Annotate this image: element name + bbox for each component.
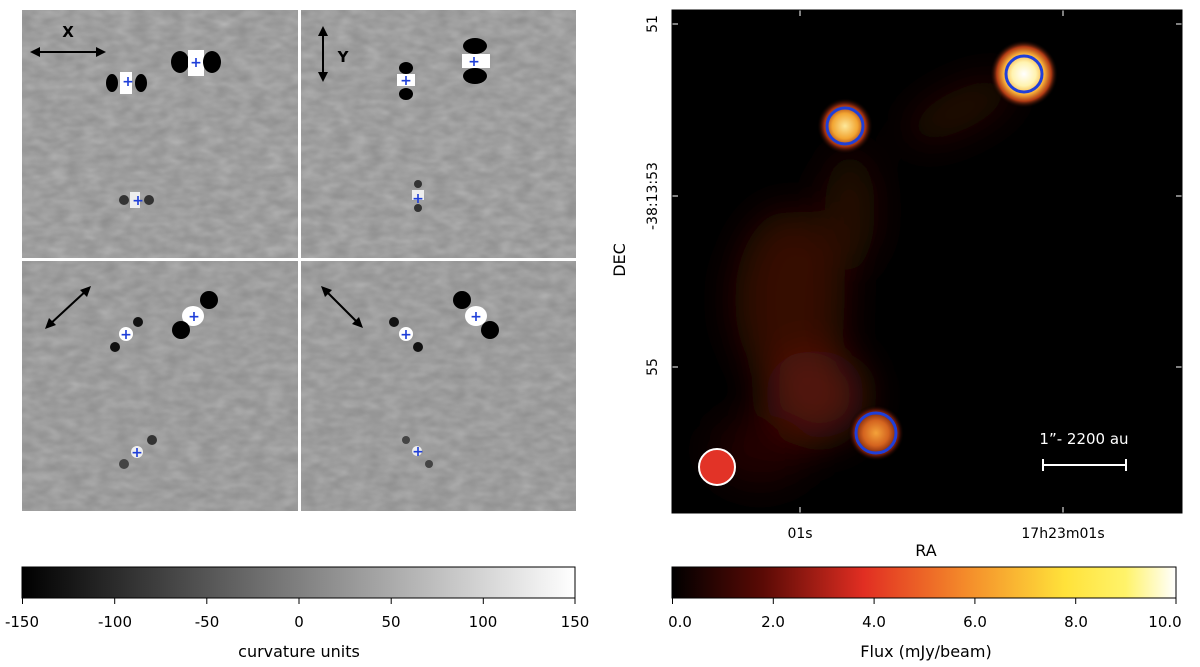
y-tick-label: 55 [645, 358, 661, 376]
map-axis-ticks [672, 10, 1182, 513]
colorbar-tick-label: 4.0 [862, 613, 886, 631]
curvature-source-a [397, 62, 415, 100]
curvature-source-b [172, 291, 218, 339]
colorbar-tick-label: 8.0 [1064, 613, 1088, 631]
x-axis-label: RA [915, 541, 936, 560]
curvature-source-a [389, 317, 423, 352]
source-marker: + [400, 327, 412, 343]
curvature-source-a [110, 317, 143, 352]
source-circle [854, 411, 898, 455]
direction-arrow-y [318, 26, 328, 82]
curvature-source-c [119, 192, 154, 208]
curvature-source-b [453, 291, 499, 339]
flux-map: 1”- 2200 au [671, 9, 1183, 514]
y-axis-label: DEC [610, 243, 629, 277]
beam-ellipse [698, 448, 736, 486]
x-tick-label: 01s [787, 526, 812, 542]
curvature-source-a [106, 72, 147, 94]
source-marker: + [468, 54, 480, 70]
colorbar-tick-label: 50 [381, 613, 400, 631]
direction-arrow-diag-2 [321, 286, 363, 328]
curvature-source-b [171, 50, 221, 76]
y-tick-label: 51 [645, 15, 661, 33]
direction-label-y: Y [337, 48, 350, 66]
source-marker: + [131, 445, 143, 461]
colorbar-label: curvature units [238, 642, 360, 661]
colorbar-tick-label: -150 [5, 613, 39, 631]
scale-bar-label: 1”- 2200 au [1039, 430, 1128, 448]
map-y-axis: 51 -38:13:53 55 DEC [610, 15, 661, 376]
source-marker: + [412, 444, 424, 460]
curvature-source-c [119, 435, 157, 469]
source-marker: + [120, 327, 132, 343]
diffuse-emission [710, 78, 1016, 485]
curvature-source-c [412, 180, 424, 212]
source-circle [825, 106, 865, 146]
curvature-colorbar-ticks [22, 598, 576, 604]
source-marker: + [188, 309, 200, 325]
curvature-panels: + + + X [22, 10, 576, 511]
direction-arrow-diag-1 [45, 286, 91, 329]
flux-colorbar-ticks [672, 598, 1177, 604]
source-marker: + [190, 55, 202, 71]
curvature-source-b [462, 38, 490, 84]
source-marker: + [400, 73, 412, 89]
source-circle [1004, 54, 1044, 94]
curvature-panel-diag-1: + + + [22, 261, 298, 511]
colorbar-tick-label: 10.0 [1148, 613, 1181, 631]
curvature-panel-x: + + + X [22, 10, 298, 258]
colorbar-tick-label: 0.0 [668, 613, 692, 631]
curvature-panel-y: + + + Y [301, 10, 576, 258]
y-tick-label: -38:13:53 [645, 162, 661, 230]
source-marker: + [412, 191, 424, 207]
direction-label-x: X [62, 23, 74, 41]
curvature-colorbar: -150 -100 -50 0 50 100 150 curvature uni… [5, 566, 590, 661]
colorbar-label: Flux (mJy/beam) [860, 642, 991, 661]
flux-colorbar: 0.0 2.0 4.0 6.0 8.0 10.0 Flux (mJy/beam) [668, 566, 1182, 661]
colorbar-tick-label: 2.0 [761, 613, 785, 631]
flux-source-bright [990, 40, 1058, 108]
colorbar-tick-label: 100 [469, 613, 498, 631]
flux-source-mid [817, 98, 873, 154]
direction-arrow-x [30, 47, 106, 57]
source-marker: + [470, 309, 482, 325]
curvature-panel-diag-2: + + + [301, 261, 576, 511]
x-tick-label: 17h23m01s [1021, 526, 1104, 542]
colorbar-tick-label: -50 [195, 613, 220, 631]
scale-bar [1042, 459, 1127, 471]
curvature-source-c [402, 436, 433, 468]
colorbar-tick-label: -100 [98, 613, 132, 631]
colorbar-tick-label: 0 [294, 613, 304, 631]
source-marker: + [122, 74, 134, 90]
colorbar-tick-label: 150 [561, 613, 590, 631]
colorbar-tick-label: 6.0 [963, 613, 987, 631]
source-marker: + [132, 193, 144, 209]
map-x-axis: 01s 17h23m01s RA [787, 526, 1104, 560]
